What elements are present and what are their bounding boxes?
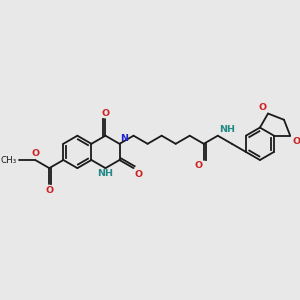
Text: O: O: [31, 149, 39, 158]
Text: O: O: [135, 170, 143, 179]
Text: O: O: [292, 136, 300, 146]
Text: NH: NH: [219, 125, 235, 134]
Text: O: O: [259, 103, 267, 112]
Text: N: N: [121, 134, 128, 143]
Text: O: O: [45, 186, 53, 195]
Text: O: O: [101, 109, 110, 118]
Text: CH₃: CH₃: [1, 155, 17, 164]
Text: NH: NH: [98, 169, 113, 178]
Text: O: O: [195, 161, 203, 170]
